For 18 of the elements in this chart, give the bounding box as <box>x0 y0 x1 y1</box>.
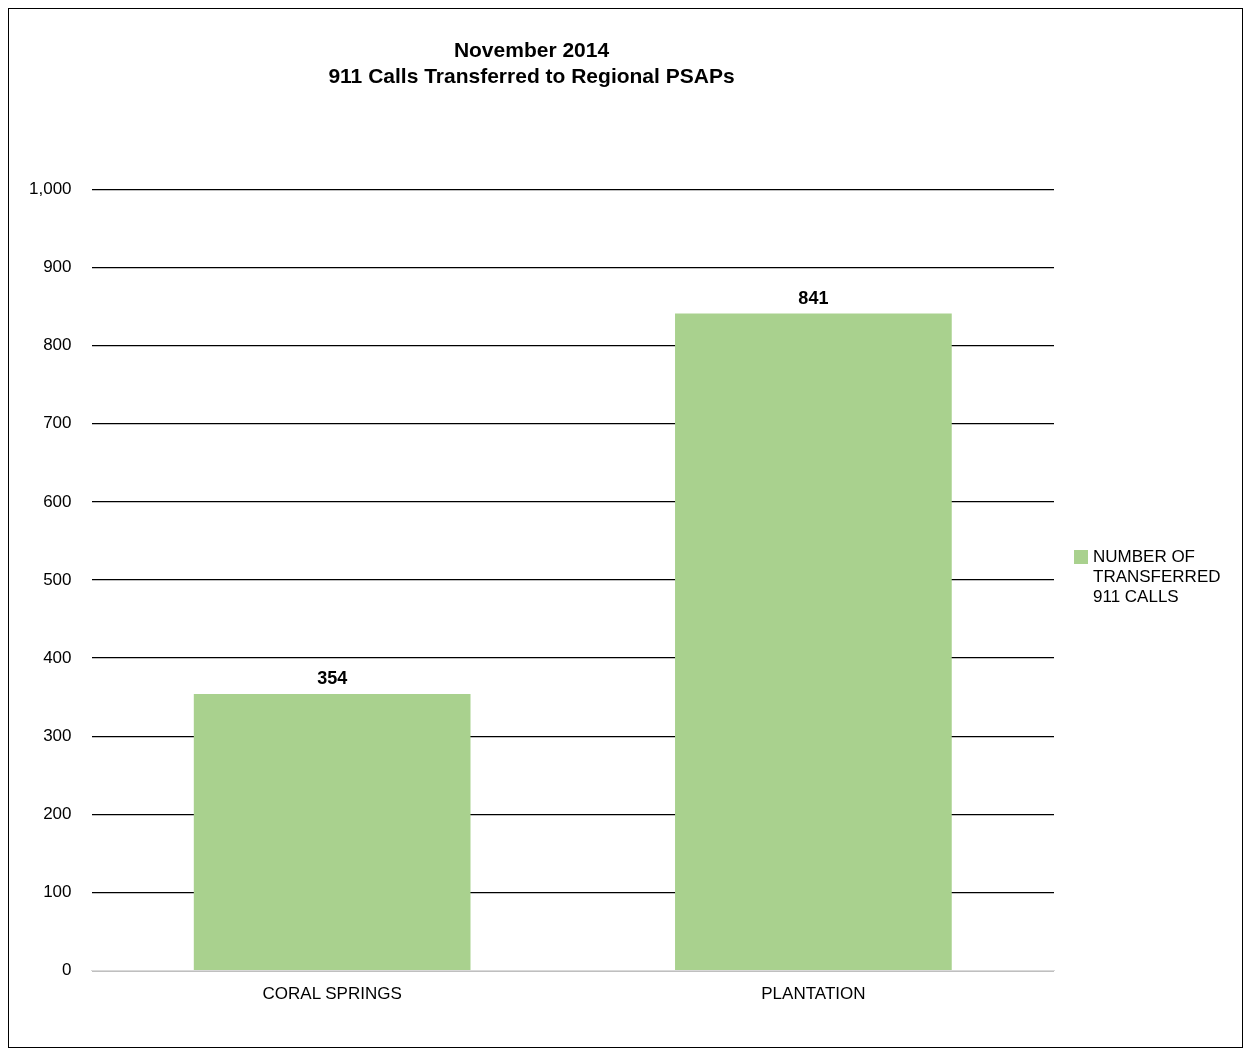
legend-label: NUMBER OF TRANSFERRED 911 CALLS <box>1093 547 1222 607</box>
y-tick-label: 800 <box>43 335 72 355</box>
chart-title: November 2014 <box>453 38 610 62</box>
y-tick-label: 300 <box>43 725 72 745</box>
y-tick-label: 600 <box>43 491 72 511</box>
y-tick-label: 500 <box>43 569 72 589</box>
y-tick-label: 400 <box>43 647 72 667</box>
y-tick-label: 100 <box>43 882 72 902</box>
x-tick-label: PLANTATION <box>761 984 866 1004</box>
y-tick-label: 1,000 <box>28 179 72 199</box>
y-tick-label: 900 <box>43 257 72 277</box>
data-label: 841 <box>798 287 829 308</box>
x-tick-label: CORAL SPRINGS <box>262 984 402 1004</box>
y-tick-label: 700 <box>43 413 72 433</box>
data-label: 354 <box>317 668 348 689</box>
y-tick-label: 200 <box>43 804 72 824</box>
y-tick-label: 0 <box>62 960 72 980</box>
chart-subtitle: 911 Calls Transferred to Regional PSAPs <box>328 63 735 87</box>
